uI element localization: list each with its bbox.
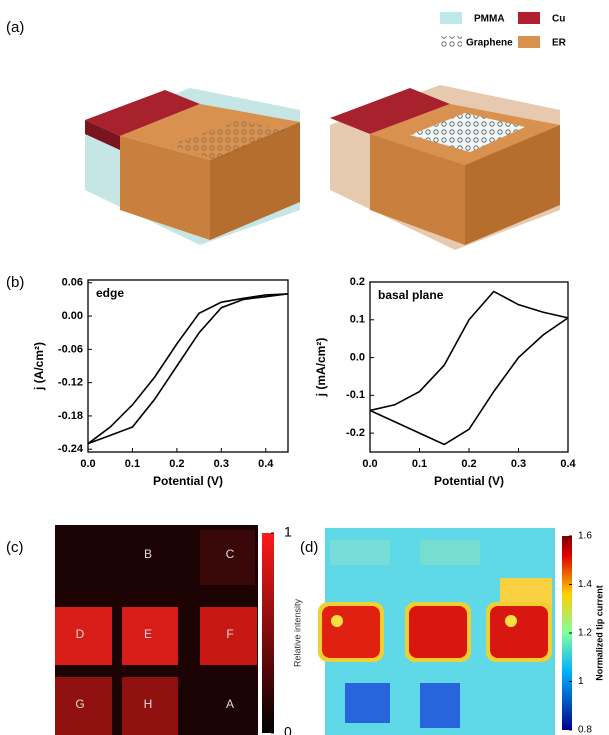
- region-label: D: [76, 627, 85, 641]
- legend-swatch: [440, 36, 462, 48]
- colorbar-tick-label: 1.6: [578, 531, 592, 542]
- x-tick-label: 0.1: [412, 458, 427, 470]
- legend-swatch: [440, 12, 462, 24]
- figure: (a) PMMA Cu Graphene ER (b) 0.060.00-0.0…: [0, 0, 609, 735]
- y-tick-label: 0.2: [350, 276, 365, 288]
- colorbar-tick-label: 1.2: [578, 628, 592, 639]
- legend-label: PMMA: [474, 14, 505, 25]
- x-tick-label: 0.4: [258, 458, 274, 470]
- plot-frame: [370, 282, 568, 452]
- region-label: E: [144, 627, 152, 641]
- y-tick-label: 0.00: [62, 310, 83, 322]
- y-tick-label: -0.18: [58, 410, 83, 422]
- x-tick-label: 0.1: [125, 458, 140, 470]
- panel-label: (d): [300, 539, 318, 556]
- y-tick-label: -0.06: [58, 343, 83, 355]
- region-label: C: [226, 547, 235, 561]
- y-tick-label: 0.0: [350, 351, 365, 363]
- legend-swatch: [518, 36, 540, 48]
- secm-map: [318, 528, 555, 735]
- x-tick-label: 0.4: [560, 458, 576, 470]
- y-axis-label: j (A/cm²): [32, 342, 46, 391]
- colorbar-title: Relative intensity: [292, 598, 302, 667]
- legend-label: Cu: [552, 14, 565, 25]
- colorbar-tick-label: 0.8: [578, 725, 592, 735]
- colorbar-tick-label: 1: [284, 524, 292, 540]
- cv-curve: [88, 294, 288, 444]
- x-tick-label: 0.2: [461, 458, 476, 470]
- panel-label: (c): [6, 539, 24, 556]
- x-axis-label: Potential (V): [153, 474, 223, 488]
- x-axis-label: Potential (V): [434, 474, 504, 488]
- plot-frame: [88, 280, 288, 452]
- y-tick-label: 0.1: [350, 314, 365, 326]
- device-illustration: [330, 85, 560, 250]
- colorbar-title: Normalized tip current: [594, 585, 604, 681]
- region-label: H: [144, 697, 153, 711]
- x-tick-label: 0.3: [214, 458, 229, 470]
- x-tick-label: 0.3: [511, 458, 526, 470]
- region-label: A: [226, 697, 234, 711]
- colorbar-tick-label: 1.4: [578, 579, 592, 590]
- y-tick-label: -0.1: [346, 389, 365, 401]
- cv-curve: [370, 318, 568, 445]
- y-tick-label: -0.24: [58, 443, 84, 455]
- region-label: B: [144, 547, 152, 561]
- legend-swatch: [518, 12, 540, 24]
- legend-label: Graphene: [466, 38, 513, 49]
- device-illustration: [85, 88, 300, 245]
- x-tick-label: 0.2: [169, 458, 184, 470]
- panel-label: (b): [6, 274, 24, 291]
- legend-label: ER: [552, 38, 567, 49]
- colorbar: [262, 533, 274, 733]
- annotation: basal plane: [378, 288, 444, 302]
- colorbar-tick-label: 0: [284, 724, 292, 735]
- region-label: F: [226, 627, 233, 641]
- y-tick-label: -0.12: [58, 377, 83, 389]
- cv-curve: [370, 291, 568, 410]
- annotation: edge: [96, 286, 124, 300]
- x-tick-label: 0.0: [362, 458, 377, 470]
- y-tick-label: -0.2: [346, 427, 365, 439]
- x-tick-label: 0.0: [80, 458, 95, 470]
- panel-label: (a): [6, 19, 24, 36]
- colorbar-tick-label: 1: [578, 676, 584, 687]
- cv-curve: [88, 294, 288, 444]
- y-tick-label: 0.06: [62, 277, 83, 289]
- region-label: G: [75, 697, 84, 711]
- y-axis-label: j (mA/cm²): [314, 338, 328, 398]
